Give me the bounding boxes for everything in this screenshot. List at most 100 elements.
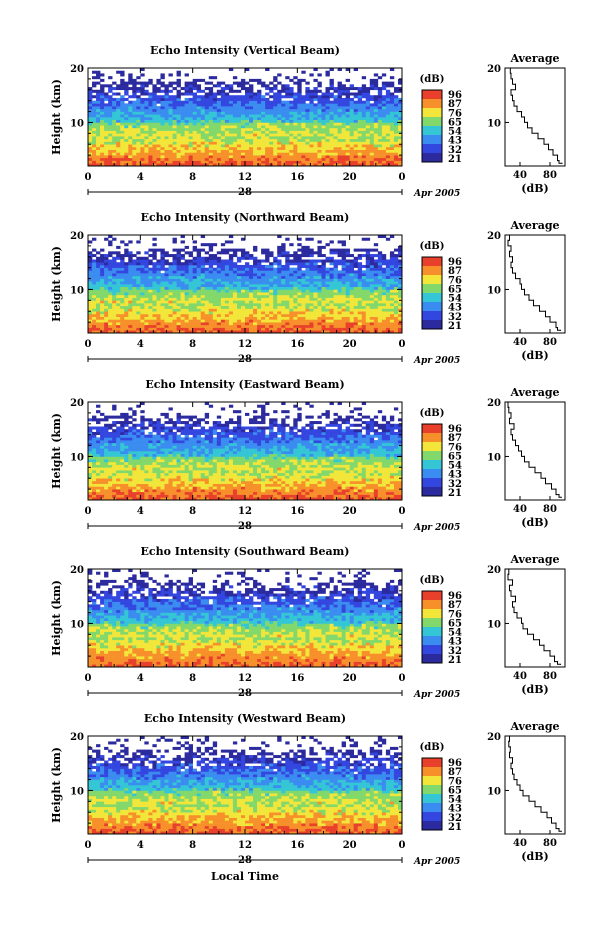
heatmap-cell bbox=[160, 149, 165, 153]
heatmap-cell bbox=[301, 100, 306, 104]
heatmap-cell bbox=[377, 294, 383, 298]
heatmap-cell bbox=[381, 286, 387, 290]
heatmap-cell bbox=[184, 251, 189, 255]
heatmap-cell bbox=[389, 275, 395, 279]
heatmap-cell bbox=[385, 108, 391, 112]
heatmap-cell bbox=[240, 281, 246, 285]
heatmap-cell bbox=[220, 281, 226, 285]
heatmap-cell bbox=[124, 330, 129, 334]
heatmap-cell bbox=[148, 92, 153, 96]
heatmap-cell bbox=[281, 122, 286, 126]
heatmap-cell bbox=[120, 303, 125, 307]
heatmap-cell bbox=[136, 292, 141, 296]
heatmap-cell bbox=[345, 130, 350, 134]
heatmap-cell bbox=[249, 149, 254, 153]
heatmap-cell bbox=[325, 108, 330, 112]
heatmap-cell bbox=[245, 95, 250, 99]
heatmap-cell bbox=[345, 300, 350, 304]
heatmap-cell bbox=[176, 294, 181, 298]
heatmap-cell bbox=[329, 292, 334, 296]
heatmap-cell bbox=[116, 267, 121, 271]
heatmap-cell bbox=[265, 111, 270, 115]
heatmap-cell bbox=[192, 119, 197, 123]
heatmap-cell bbox=[305, 87, 310, 91]
heatmap-cell bbox=[136, 267, 141, 271]
heatmap-cell bbox=[333, 294, 338, 298]
heatmap-cell bbox=[152, 133, 157, 137]
heatmap-cell bbox=[249, 289, 254, 293]
heatmap-cell bbox=[353, 324, 359, 328]
heatmap-cell bbox=[220, 157, 226, 161]
heatmap-cell bbox=[257, 322, 262, 326]
heatmap-cell bbox=[365, 119, 371, 123]
heatmap-cell bbox=[321, 305, 326, 309]
heatmap-cell bbox=[261, 157, 266, 161]
heatmap-cell bbox=[333, 103, 338, 107]
heatmap-cell bbox=[180, 108, 185, 112]
heatmap-cell bbox=[228, 235, 234, 239]
heatmap-cell bbox=[208, 119, 214, 123]
heatmap-cell bbox=[353, 270, 359, 274]
heatmap-cell bbox=[112, 122, 117, 126]
heatmap-cell bbox=[249, 157, 254, 161]
heatmap-cell bbox=[224, 138, 230, 142]
heatmap-cell bbox=[108, 289, 113, 293]
heatmap-cell bbox=[92, 292, 97, 296]
heatmap-cell bbox=[132, 163, 137, 167]
heatmap-cell bbox=[172, 141, 177, 145]
heatmap-cell bbox=[325, 149, 330, 153]
heatmap-cell bbox=[228, 324, 234, 328]
average-title: Average bbox=[509, 52, 559, 65]
heatmap-cell bbox=[92, 286, 97, 290]
heatmap-cell bbox=[120, 146, 125, 150]
heatmap-cell bbox=[204, 157, 210, 161]
heatmap-cell bbox=[397, 259, 403, 263]
heatmap-cell bbox=[168, 281, 173, 285]
heatmap-cell bbox=[140, 324, 145, 328]
heatmap-cell bbox=[277, 108, 282, 112]
heatmap-cell bbox=[261, 144, 266, 148]
heatmap-cell bbox=[389, 76, 395, 80]
heatmap-cell bbox=[345, 289, 350, 293]
heatmap-cell bbox=[305, 273, 310, 277]
heatmap-cell bbox=[369, 286, 375, 290]
heatmap-cell bbox=[325, 319, 330, 323]
heatmap-cell bbox=[216, 141, 222, 145]
heatmap-cell bbox=[180, 240, 185, 244]
heatmap-cell bbox=[357, 308, 363, 312]
heatmap-cell bbox=[305, 330, 310, 334]
heatmap-cell bbox=[353, 100, 359, 104]
heatmap-cell bbox=[357, 281, 363, 285]
heatmap-cell bbox=[389, 114, 395, 118]
heatmap-cell bbox=[212, 100, 218, 104]
heatmap-cell bbox=[132, 89, 137, 93]
heatmap-cell bbox=[212, 97, 218, 101]
heatmap-cell bbox=[277, 267, 282, 271]
heatmap-cell bbox=[108, 117, 113, 121]
x-tick-label: 20 bbox=[343, 172, 357, 183]
heatmap-cell bbox=[224, 117, 230, 121]
average-profile-point bbox=[519, 278, 521, 280]
heatmap-cell bbox=[120, 97, 125, 101]
heatmap-cell bbox=[232, 313, 238, 317]
heatmap-cell bbox=[148, 146, 153, 150]
heatmap-cell bbox=[132, 155, 137, 159]
heatmap-cell bbox=[337, 275, 342, 279]
heatmap-cell bbox=[361, 127, 367, 131]
heatmap-cell bbox=[92, 284, 97, 288]
heatmap-cell bbox=[216, 313, 222, 317]
heatmap-cell bbox=[212, 149, 218, 153]
heatmap-cell bbox=[265, 87, 270, 91]
heatmap-cell bbox=[208, 248, 214, 252]
heatmap-cell bbox=[397, 111, 403, 115]
heatmap-cell bbox=[104, 95, 109, 99]
heatmap-cell bbox=[265, 327, 270, 331]
heatmap-cell bbox=[132, 275, 137, 279]
heatmap-cell bbox=[88, 87, 93, 91]
heatmap-cell bbox=[152, 292, 157, 296]
heatmap-cell bbox=[285, 270, 290, 274]
heatmap-cell bbox=[337, 103, 342, 107]
heatmap-cell bbox=[88, 311, 93, 315]
heatmap-cell bbox=[289, 313, 294, 317]
heatmap-cell bbox=[317, 127, 322, 131]
